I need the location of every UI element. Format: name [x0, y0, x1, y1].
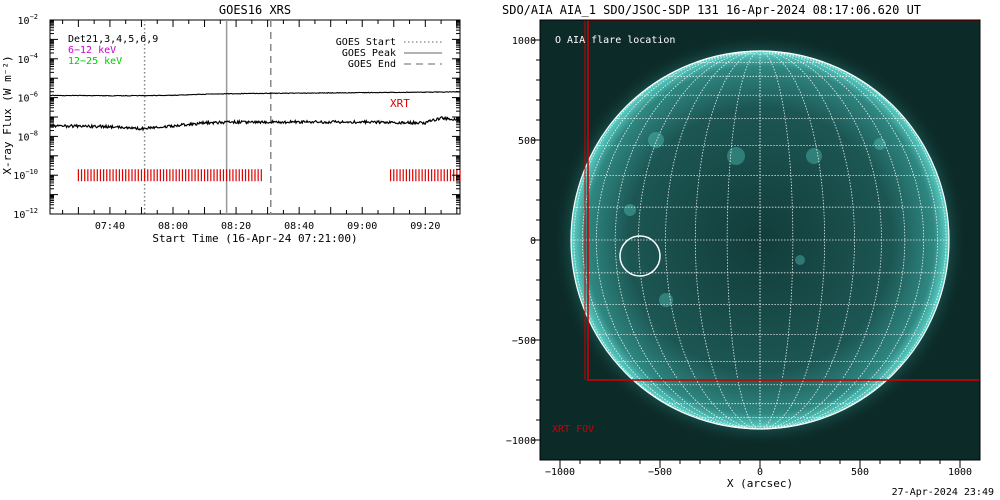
- goes-y-tick-label: 10−6: [18, 91, 38, 105]
- longitude-line: [573, 50, 761, 430]
- active-region-glow: [648, 132, 664, 148]
- goes-y-tick-label: 10−10: [13, 168, 38, 182]
- xrt-fov-label: XRT FOV: [552, 424, 594, 435]
- goes-channel-label: Det21,3,4,5,6,9: [68, 34, 158, 45]
- longitude-line: [759, 50, 882, 430]
- goes-x-tick-label: 08:40: [284, 221, 314, 232]
- longitude-line: [581, 50, 761, 430]
- goes-x-tick-label: 09:20: [410, 221, 440, 232]
- goes-legend-label: GOES End: [348, 59, 396, 70]
- flare-location-label: O AIA flare location: [555, 35, 675, 46]
- goes-y-tick-label: 10−8: [18, 129, 38, 143]
- longitude-line: [665, 50, 761, 430]
- xrt-coverage-bar-2: [390, 169, 461, 182]
- aia-image-panel: SDO/AIA AIA_1 SDO/JSOC-SDP 131 16-Apr-20…: [502, 3, 981, 490]
- active-region-glow: [727, 147, 745, 165]
- aia-y-tick-label: −1000: [506, 436, 536, 447]
- active-region-glow: [624, 204, 636, 216]
- aia-y-tick-label: 0: [530, 236, 536, 247]
- goes-x-tick-label: 08:00: [158, 221, 188, 232]
- goes-legend-label: GOES Peak: [342, 48, 396, 59]
- goes-legend-label: GOES Start: [336, 37, 396, 48]
- aia-x-tick-label: −500: [648, 467, 672, 478]
- aia-y-tick-label: −500: [512, 336, 536, 347]
- goes-y-tick-label: 10−4: [18, 52, 38, 66]
- xrt-fov-rectangle: [587, 20, 980, 381]
- aia-x-tick-label: 1000: [948, 467, 972, 478]
- longitude-line: [759, 50, 855, 430]
- aia-x-tick-label: 500: [851, 467, 869, 478]
- solar-limb: [570, 50, 950, 430]
- goes-y-tick-label: 10−2: [18, 13, 38, 27]
- goes-channel-label: 12−25 keV: [68, 56, 122, 67]
- active-region-glow: [795, 255, 805, 265]
- longitude-line: [638, 50, 761, 430]
- longitude-line: [595, 50, 761, 430]
- aia-x-tick-label: 0: [757, 467, 763, 478]
- goes-channel-label: 6−12 keV: [68, 45, 116, 56]
- goes-flux-series-2: [49, 115, 461, 132]
- goes-x-tick-label: 07:40: [95, 221, 125, 232]
- goes-x-axis-label: Start Time (16-Apr-24 07:21:00): [152, 232, 357, 245]
- aia-x-axis-label: X (arcsec): [727, 477, 793, 490]
- aia-y-tick-label: 500: [518, 136, 536, 147]
- goes-flux-series-1: [50, 90, 461, 97]
- flare-location-circle: [619, 235, 661, 277]
- footer-timestamp: 27-Apr-2024 23:49: [891, 487, 994, 498]
- aia-x-tick-label: −1000: [545, 467, 575, 478]
- goes-x-tick-label: 09:00: [347, 221, 377, 232]
- goes-y-axis-label: X-ray Flux (W m⁻²): [1, 55, 14, 174]
- longitude-line: [759, 50, 939, 430]
- heliographic-grid: [571, 50, 949, 430]
- longitude-line: [759, 50, 925, 430]
- xrt-label: XRT: [390, 97, 410, 110]
- aia-image-title: SDO/AIA AIA_1 SDO/JSOC-SDP 131 16-Apr-20…: [502, 3, 921, 17]
- aia-y-tick-label: 1000: [512, 36, 536, 47]
- goes-y-tick-label: 10−12: [13, 207, 38, 221]
- longitude-line: [759, 50, 947, 430]
- active-region-glow: [806, 148, 822, 164]
- goes-chart-title: GOES16 XRS: [219, 3, 291, 17]
- longitude-line: [759, 50, 826, 430]
- longitude-line: [759, 50, 794, 430]
- xrt-coverage-bar-1: [77, 169, 262, 182]
- longitude-line: [726, 50, 761, 430]
- goes-x-tick-label: 08:20: [221, 221, 251, 232]
- goes-xrs-chart: GOES16 XRS 10−12 10−10 10−8 10−6 10−4 10−2 07…: [1, 3, 461, 245]
- active-region-glow: [874, 138, 886, 150]
- longitude-line: [694, 50, 761, 430]
